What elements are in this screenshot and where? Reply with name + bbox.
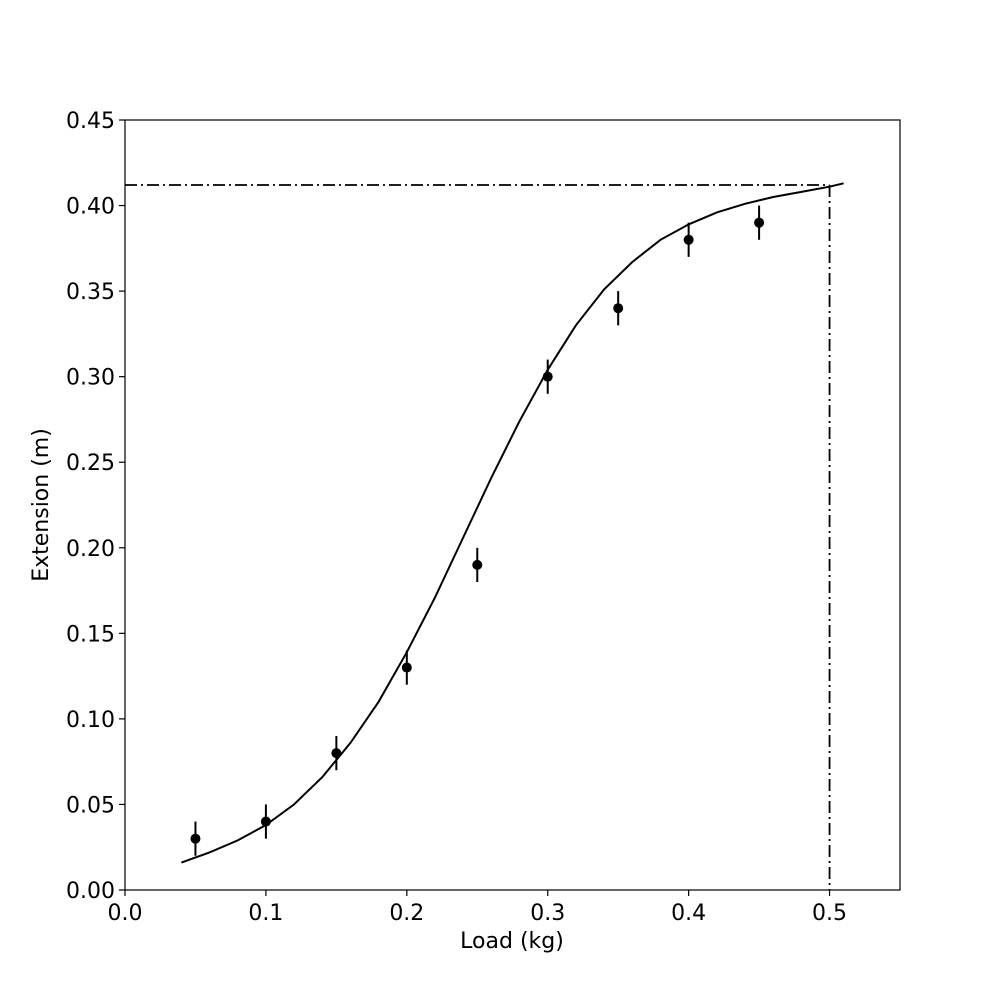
data-points-layer: [190, 205, 765, 856]
y-tick-label: 0.00: [66, 879, 115, 904]
y-tick-label: 0.45: [66, 109, 115, 134]
x-tick-label: 0.0: [108, 901, 143, 926]
x-tick-label: 0.5: [812, 901, 847, 926]
y-tick-label: 0.10: [66, 708, 115, 733]
y-tick-label: 0.35: [66, 280, 115, 305]
data-point: [472, 559, 483, 570]
data-point: [331, 748, 342, 759]
fit-curve: [181, 182, 844, 864]
data-point: [190, 833, 201, 844]
data-point: [260, 816, 271, 827]
reference-lines: [125, 184, 831, 890]
fit-curve-layer: [181, 182, 844, 864]
data-point: [613, 303, 624, 314]
y-axis-label: Extension (m): [29, 428, 54, 582]
y-tick-label: 0.25: [66, 451, 115, 476]
y-tick-label: 0.20: [66, 537, 115, 562]
plot-frame: [124, 119, 901, 891]
y-tick-label: 0.15: [66, 622, 115, 647]
y-tick-label: 0.30: [66, 366, 115, 391]
x-tick-label: 0.1: [248, 901, 283, 926]
data-point: [683, 234, 694, 245]
x-axis-ticks: 0.0 0.1 0.2 0.3 0.4 0.5: [108, 890, 847, 926]
x-tick-label: 0.3: [530, 901, 565, 926]
y-tick-label: 0.40: [66, 195, 115, 220]
data-point: [754, 217, 765, 228]
x-axis-label: Load (kg): [460, 929, 564, 954]
data-point: [542, 371, 553, 382]
y-axis-ticks: 0.00 0.05 0.10 0.15 0.20 0.25 0.30 0.35 0.40 0.45: [66, 109, 125, 904]
x-tick-label: 0.2: [389, 901, 424, 926]
y-tick-label: 0.05: [66, 793, 115, 818]
x-tick-label: 0.4: [671, 901, 706, 926]
data-point: [401, 662, 412, 673]
